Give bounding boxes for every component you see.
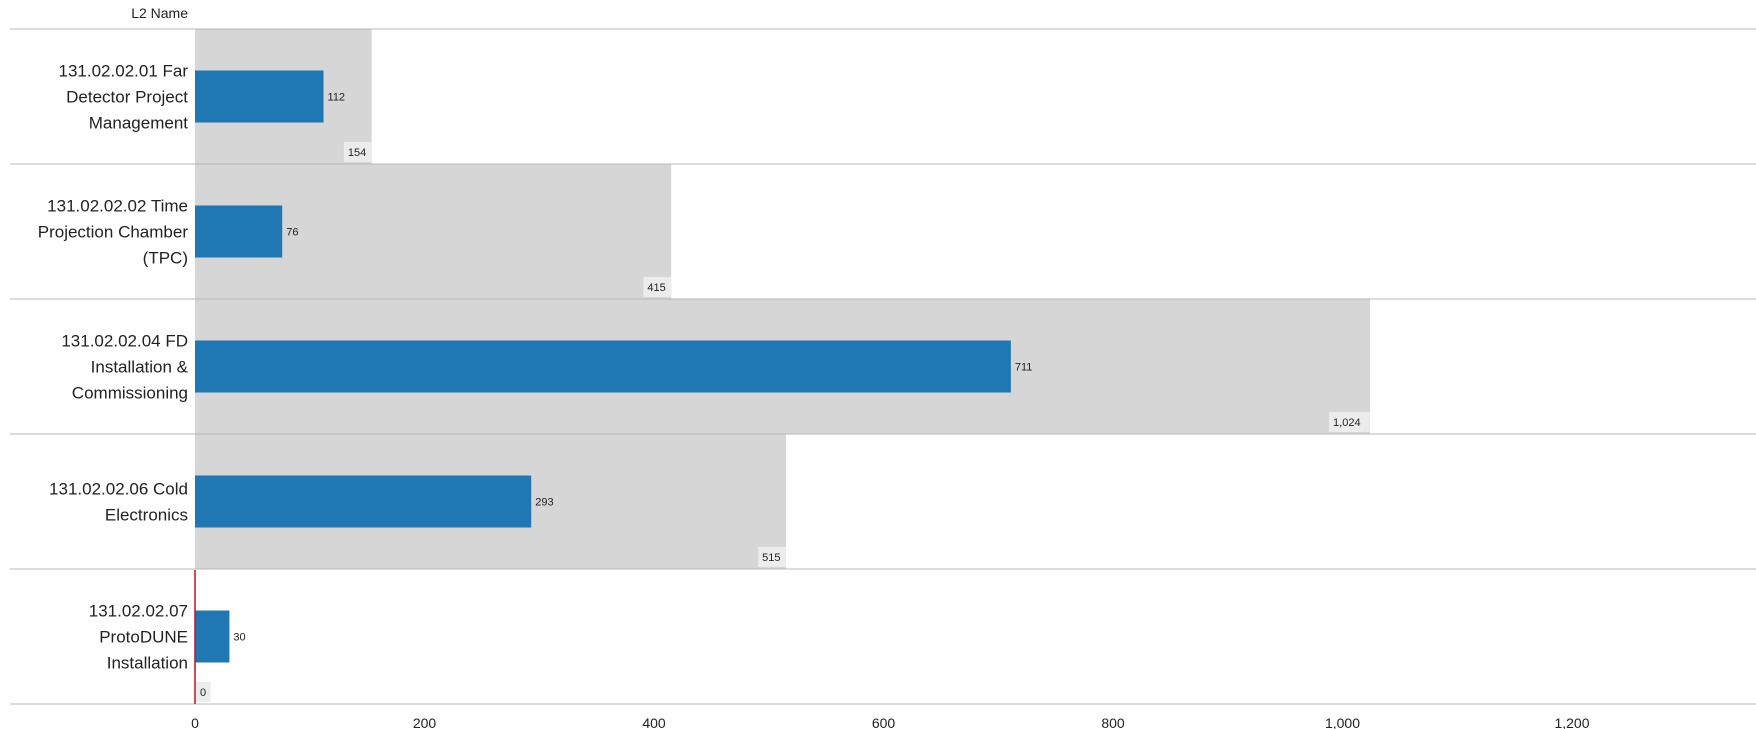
row-separators bbox=[10, 28, 1756, 705]
measure-bar bbox=[195, 205, 283, 258]
category-label-line: Commissioning bbox=[72, 384, 188, 403]
category-label-line: Management bbox=[89, 114, 189, 133]
band-label-box bbox=[343, 142, 372, 162]
reference-lines bbox=[194, 570, 196, 704]
category-label-line: Detector Project bbox=[66, 88, 188, 107]
category-labels: 131.02.02.01 Far Detector Project Manageme… bbox=[38, 62, 189, 673]
data-labels: 1121541,760764152,3407111,0242,992293515… bbox=[196, 92, 1371, 702]
row-header: L2 Name bbox=[131, 5, 188, 21]
measure-bar bbox=[195, 70, 324, 123]
category-label-line: Installation bbox=[107, 654, 188, 673]
band-value-label: 415 bbox=[647, 282, 665, 294]
category-label: 131.02.02.06 Cold Electronics bbox=[49, 480, 188, 525]
x-tick-label: 1,000 bbox=[1325, 715, 1360, 729]
category-label-line: ProtoDUNE bbox=[99, 628, 188, 647]
category-label-line: Projection Chamber bbox=[38, 223, 189, 242]
measure-value-label: 112 bbox=[328, 92, 346, 104]
band-value-label: 154 bbox=[348, 147, 366, 159]
category-label-line: 131.02.02.06 Cold bbox=[49, 480, 188, 499]
category-label-line: 131.02.02.01 Far bbox=[59, 62, 189, 81]
category-label-line: Electronics bbox=[105, 506, 188, 525]
category-label-line: (TPC) bbox=[143, 249, 188, 268]
band-label-box bbox=[643, 277, 672, 297]
category-label-line: 131.02.02.02 Time bbox=[47, 197, 188, 216]
measure-bar bbox=[195, 475, 532, 528]
range-bands bbox=[195, 29, 1371, 569]
category-label-line: 131.02.02.07 bbox=[89, 602, 188, 621]
measure-bar bbox=[195, 340, 1011, 393]
x-tick-label: 200 bbox=[413, 715, 437, 729]
x-tick-label: 400 bbox=[642, 715, 666, 729]
band-value-label: 515 bbox=[762, 552, 780, 564]
x-axis: 02004006008001,0001,2001,4001,6001,8002,… bbox=[191, 715, 1590, 729]
category-label: 131.02.02.02 Time Projection Chamber (TPC) bbox=[38, 197, 189, 268]
x-tick-label: 600 bbox=[872, 715, 896, 729]
category-label: 131.02.02.04 FD Installation & Commissioni… bbox=[61, 332, 188, 403]
band-label-box bbox=[758, 547, 786, 567]
x-tick-label: 800 bbox=[1101, 715, 1125, 729]
category-label: 131.02.02.07 ProtoDUNE Installation bbox=[89, 602, 188, 673]
category-label-line: Installation & bbox=[91, 358, 189, 377]
band-label-box bbox=[196, 682, 211, 702]
category-label-line: 131.02.02.04 FD bbox=[61, 332, 188, 351]
measure-bar bbox=[195, 610, 230, 663]
x-tick-label: 0 bbox=[191, 715, 199, 729]
measure-value-label: 711 bbox=[1015, 362, 1033, 374]
measure-value-label: 76 bbox=[286, 227, 298, 239]
band-value-label: 1,024 bbox=[1333, 417, 1361, 429]
band-label-box bbox=[1329, 412, 1371, 432]
measure-bars bbox=[195, 70, 1011, 663]
measure-value-label: 30 bbox=[233, 632, 245, 644]
category-label: 131.02.02.01 Far Detector Project Manageme… bbox=[59, 62, 189, 133]
band-value-label: 0 bbox=[200, 687, 206, 699]
x-tick-label: 1,200 bbox=[1554, 715, 1589, 729]
measure-value-label: 293 bbox=[535, 497, 553, 509]
